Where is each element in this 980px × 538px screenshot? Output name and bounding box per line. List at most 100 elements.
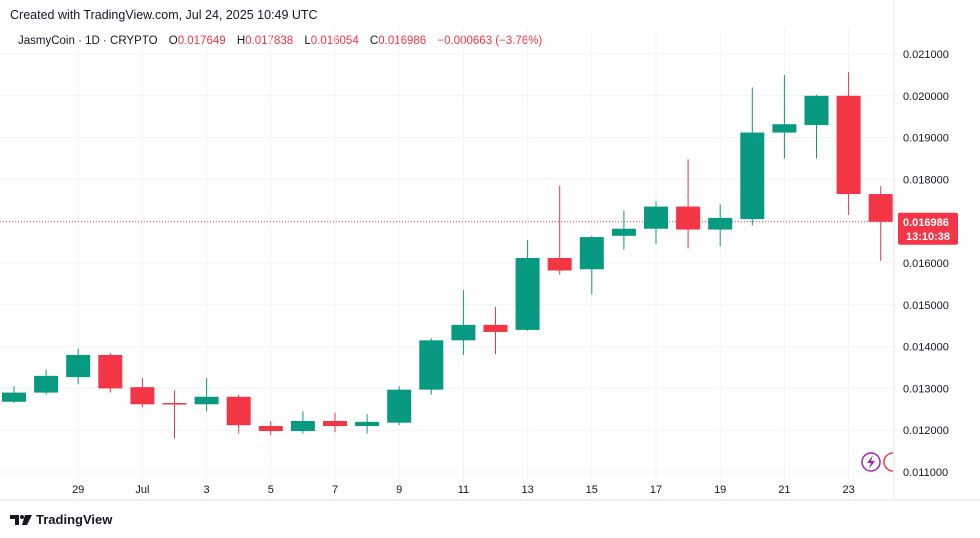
price-tag-price: 0.016986 (903, 217, 949, 229)
candles-layer (2, 71, 893, 439)
close-label: C (369, 35, 379, 47)
chart-grid (0, 28, 894, 500)
candle (611, 210, 636, 250)
candle-body (676, 206, 701, 230)
candle (451, 290, 476, 355)
candle-body (323, 421, 347, 427)
candle-body (194, 396, 219, 405)
candle-body (579, 237, 604, 270)
candle-body (355, 421, 380, 427)
tradingview-brand: TradingView (36, 512, 113, 527)
candle-body (2, 392, 26, 402)
candle-body (611, 228, 636, 236)
tradingview-logo-icon (10, 514, 32, 525)
price-tick-label: 0.020000 (903, 91, 949, 103)
candle (836, 71, 861, 215)
price-tick-label: 0.018000 (903, 174, 949, 186)
close-value: 0.016986 (378, 35, 427, 47)
candle-body (226, 396, 251, 426)
candle-body (387, 389, 412, 423)
candle-body (162, 403, 187, 405)
alert-lightning-button[interactable] (861, 452, 881, 472)
lightning-icon (867, 455, 875, 469)
price-tick-label: 0.012000 (903, 425, 949, 437)
candle (290, 411, 315, 434)
candle (515, 240, 540, 331)
time-tick-label: 19 (714, 484, 726, 496)
candle (194, 377, 219, 412)
candle-body (740, 132, 765, 220)
price-tick-label: 0.013000 (903, 383, 949, 395)
created-caption: Created with TradingView.com, Jul 24, 20… (10, 8, 318, 22)
candle (579, 235, 604, 295)
high-label: H (236, 35, 246, 47)
candle (644, 201, 668, 245)
time-tick-label: 21 (778, 484, 790, 496)
time-tick-label: 29 (72, 484, 84, 496)
symbol-label: JasmyCoin · 1D · CRYPTO (18, 35, 158, 47)
candle-body (34, 375, 59, 393)
price-tick-label: 0.016000 (903, 258, 949, 270)
candle (740, 87, 765, 226)
price-axis[interactable]: 0.011000 0.012000 0.013000 0.014000 0.015000… (903, 49, 949, 479)
price-tick-label: 0.015000 (903, 300, 949, 312)
candle (34, 369, 59, 395)
candle (868, 186, 893, 261)
time-tick-label: 9 (396, 484, 402, 496)
candle (387, 386, 412, 426)
alert-second-button[interactable] (883, 452, 894, 472)
candle-body (130, 387, 155, 405)
candle (130, 377, 155, 408)
candle-body (547, 257, 572, 271)
candle (258, 421, 283, 436)
time-tick-label: 17 (650, 484, 662, 496)
candle (772, 74, 797, 159)
candle-body (515, 257, 540, 330)
candle (226, 394, 251, 434)
time-tick-label: 3 (204, 484, 210, 496)
time-tick-label: 23 (842, 484, 854, 496)
price-tick-label: 0.021000 (903, 49, 949, 61)
time-tick-label: 7 (332, 484, 338, 496)
candle-body (419, 340, 444, 390)
candle-body (98, 354, 123, 389)
candle (323, 412, 347, 433)
candle (98, 352, 123, 393)
open-value: 0.017649 (177, 35, 226, 47)
tradingview-logo[interactable]: TradingView (10, 512, 112, 527)
candle (355, 414, 380, 434)
candle (483, 306, 508, 355)
candle-body (836, 95, 861, 195)
candle-body (644, 206, 668, 229)
time-tick-label: 5 (268, 484, 274, 496)
candle-body (451, 324, 476, 341)
price-tag: 0.016986 13:10:38 (898, 212, 958, 245)
low-label: L (304, 35, 311, 47)
candle-body (66, 354, 91, 378)
candle (708, 204, 733, 247)
candle-body (772, 124, 797, 133)
price-tick-label: 0.011000 (903, 467, 948, 479)
price-tick-label: 0.014000 (903, 342, 949, 354)
time-tick-label: 11 (458, 484, 469, 496)
candle (2, 386, 26, 404)
time-tick-label: 15 (586, 484, 598, 496)
candle-body (868, 194, 893, 222)
time-axis[interactable]: 29 Jul 3 5 7 9 11 13 15 17 19 21 23 (72, 484, 855, 496)
candle-body (290, 421, 315, 432)
candle-body (708, 217, 733, 230)
candle (804, 94, 829, 159)
high-value: 0.017838 (245, 35, 294, 47)
candle (419, 338, 444, 395)
candle-body (804, 95, 829, 126)
price-tick-label: 0.019000 (903, 133, 949, 145)
open-label: O (168, 35, 178, 47)
candle-body (483, 324, 508, 332)
time-tick-label: 13 (521, 484, 533, 496)
candle (676, 159, 701, 249)
candle-body (258, 426, 283, 432)
candle (162, 390, 187, 439)
candle (66, 348, 91, 385)
candle (547, 185, 572, 275)
